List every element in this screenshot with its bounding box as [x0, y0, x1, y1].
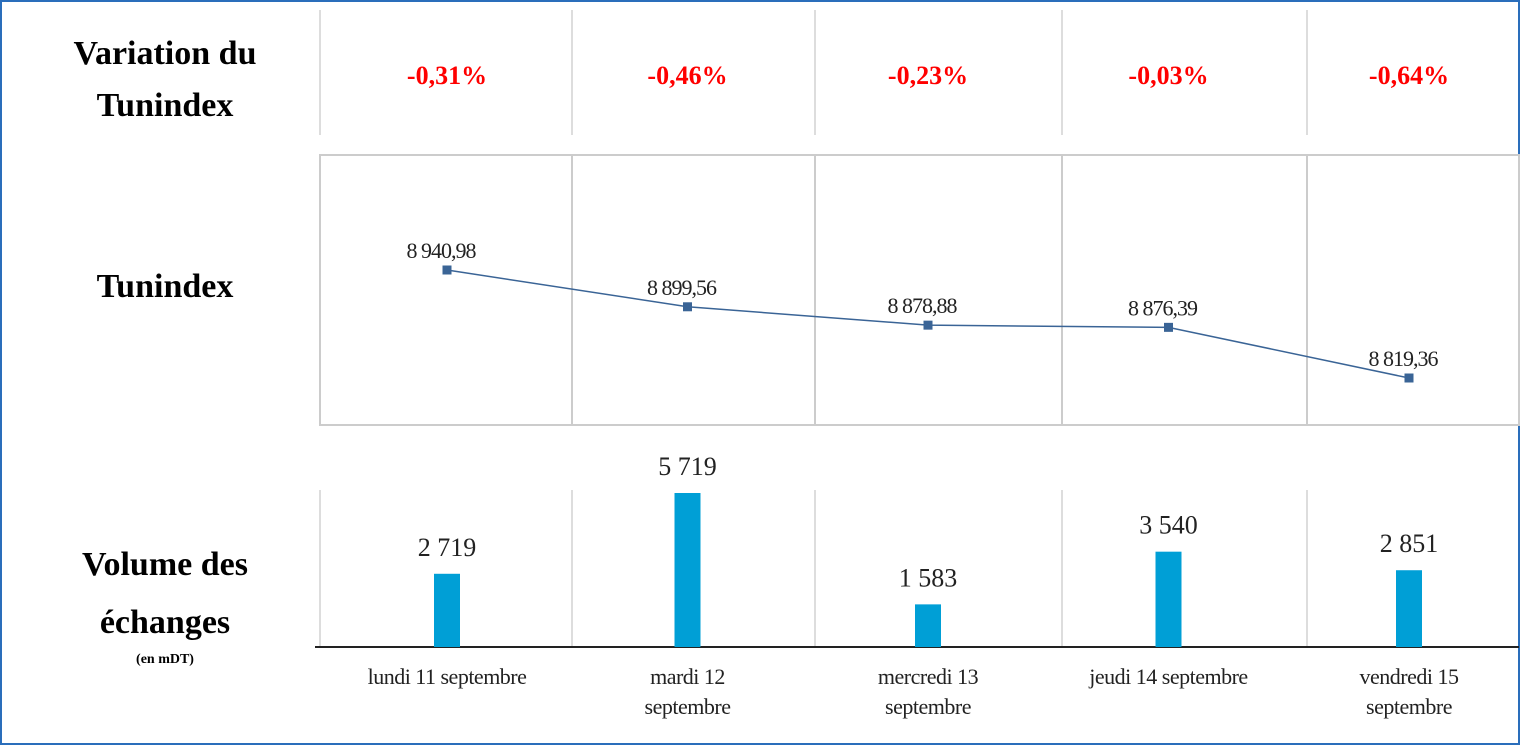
data-label: 5 719	[658, 452, 717, 481]
row-label: Volume des échanges	[82, 546, 248, 641]
line-marker	[1164, 322, 1173, 332]
data-label: 2 851	[1380, 529, 1439, 558]
variation-cell: -0,46%	[647, 61, 727, 90]
data-label: 8 878,88	[888, 293, 958, 318]
x-tick-label: lundi 11 septembre	[367, 664, 527, 689]
line-marker	[1404, 373, 1414, 383]
bar	[1155, 551, 1182, 647]
bar	[915, 604, 941, 647]
row-label: Variation du Tunindex	[73, 35, 257, 124]
x-tick-label: jeudi 14 septembre	[1089, 664, 1248, 689]
variation-cell: -0,31%	[407, 61, 487, 90]
x-tick-label: mardi 12 septembre	[644, 664, 731, 719]
data-label: 8 899,56	[647, 275, 717, 300]
line-marker	[683, 302, 692, 312]
data-label: 1 583	[899, 563, 958, 592]
x-tick-label: mercredi 13 septembre	[877, 664, 979, 719]
bar	[674, 493, 701, 647]
variation-cell: -0,23%	[888, 61, 968, 90]
bar	[434, 573, 460, 647]
data-label: 8 819,36	[1369, 346, 1439, 371]
line-box	[319, 154, 1520, 426]
variation-cell: -0,64%	[1369, 61, 1449, 90]
data-label: 8 940,98	[407, 238, 477, 263]
data-label: 3 540	[1139, 511, 1198, 540]
data-label: 8 876,39	[1128, 295, 1198, 320]
line-marker	[442, 265, 452, 275]
row-sublabel: (en mDT)	[136, 652, 194, 667]
bar	[1396, 570, 1422, 647]
x-tick-label: vendredi 15 septembre	[1359, 664, 1459, 719]
variation-cell: -0,03%	[1128, 61, 1208, 90]
line-marker	[923, 320, 933, 330]
data-label: 2 719	[418, 533, 477, 562]
row-label: Tunindex	[96, 268, 234, 305]
